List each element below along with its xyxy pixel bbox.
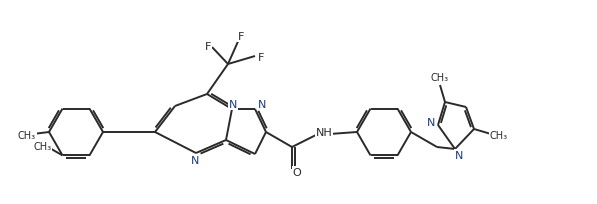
Text: F: F: [205, 42, 211, 52]
Text: F: F: [238, 32, 244, 42]
Text: N: N: [229, 100, 237, 110]
Text: N: N: [427, 118, 435, 127]
Text: F: F: [258, 53, 264, 63]
Text: CH₃: CH₃: [431, 73, 449, 83]
Text: O: O: [293, 167, 301, 177]
Text: N: N: [455, 150, 463, 160]
Text: N: N: [191, 155, 199, 165]
Text: CH₃: CH₃: [33, 142, 51, 152]
Text: CH₃: CH₃: [18, 130, 36, 140]
Text: CH₃: CH₃: [490, 130, 508, 140]
Text: NH: NH: [316, 127, 333, 137]
Text: N: N: [258, 100, 266, 110]
